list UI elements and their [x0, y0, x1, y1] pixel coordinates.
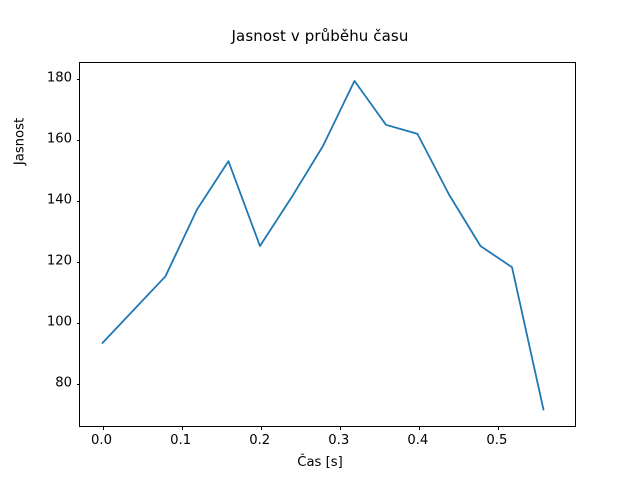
x-axis-tick-labels: 0.0 0.1 0.2 0.3 0.4 0.5: [0, 433, 640, 453]
x-tick-label: 0.4: [407, 433, 429, 448]
x-tick-mark: [260, 426, 262, 430]
y-tick-mark: [76, 323, 80, 325]
y-tick-mark: [76, 79, 80, 81]
x-tick-label: 0.3: [328, 433, 350, 448]
x-axis-label: Čas [s]: [297, 455, 343, 470]
x-tick-mark: [339, 426, 341, 430]
x-tick-mark: [102, 426, 104, 430]
y-tick-label: 100: [46, 314, 72, 330]
y-tick-label: 160: [46, 131, 72, 147]
y-tick-label: 80: [55, 375, 72, 391]
x-tick-label: 0.2: [249, 433, 271, 448]
y-tick-mark: [76, 140, 80, 142]
y-axis-tick-labels: 80 100 120 140 160 180: [0, 0, 72, 480]
chart-title: Jasnost v průběhu času: [231, 27, 409, 45]
x-tick-mark: [418, 426, 420, 430]
y-tick-mark: [76, 384, 80, 386]
x-tick-mark: [497, 426, 499, 430]
y-tick-label: 140: [46, 192, 72, 208]
x-tick-label: 0.0: [91, 433, 113, 448]
y-axis-label: Jasnost: [12, 117, 28, 166]
y-tick-mark: [76, 201, 80, 203]
y-tick-label: 120: [46, 253, 72, 269]
x-tick-mark: [181, 426, 183, 430]
y-tick-label: 180: [46, 70, 72, 86]
x-tick-label: 0.1: [170, 433, 192, 448]
x-tick-label: 0.5: [486, 433, 508, 448]
line-series-svg: [101, 79, 545, 411]
y-tick-mark: [76, 262, 80, 264]
plot-axes-area: [76, 62, 576, 430]
brightness-line-series: [101, 79, 545, 411]
